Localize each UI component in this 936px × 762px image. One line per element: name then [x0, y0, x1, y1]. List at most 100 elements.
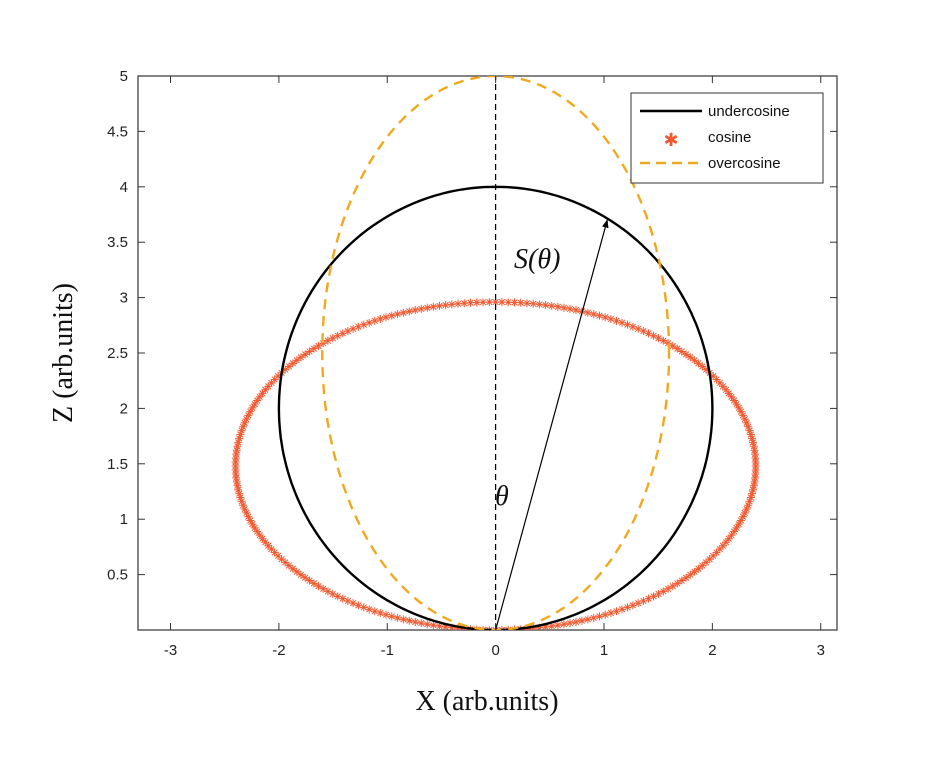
cosine-marker: [234, 485, 243, 494]
cosine-marker: [405, 616, 414, 625]
cosine-marker: [429, 302, 438, 311]
y-tick-label: 3: [120, 290, 128, 307]
cosine-marker: [606, 609, 615, 618]
series-layer: [231, 76, 760, 630]
cosine-marker: [376, 609, 385, 618]
cosine-marker: [349, 599, 358, 608]
cosine-marker: [709, 551, 718, 560]
y-tick-label: 1.5: [107, 456, 128, 473]
cosine-marker: [734, 403, 743, 412]
cosine-marker: [309, 579, 318, 588]
cosine-marker: [343, 327, 352, 336]
x-tick-label: 0: [491, 642, 499, 659]
cosine-marker: [724, 389, 733, 398]
cosine-marker: [466, 298, 475, 307]
cosine-marker: [284, 561, 293, 570]
cosine-marker: [541, 622, 550, 630]
cosine-marker: [740, 415, 749, 424]
cosine-marker: [274, 551, 283, 560]
cosine-marker: [595, 612, 604, 621]
cosine-marker: [623, 603, 632, 612]
cosine-marker: [730, 396, 739, 405]
cosine-marker: [572, 306, 581, 315]
cosine-marker: [668, 341, 677, 350]
legend-entry-overcosine: overcosine: [708, 155, 781, 172]
cosine-marker: [274, 372, 283, 381]
cosine-marker: [284, 362, 293, 371]
cosine-marker: [618, 318, 627, 327]
cosine-marker: [328, 334, 337, 343]
cosine-marker: [232, 477, 241, 486]
cosine-marker: [292, 567, 301, 576]
cosine-marker: [690, 356, 699, 365]
cosine-marker: [333, 331, 342, 340]
cosine-marker: [255, 392, 264, 401]
cosine-marker: [583, 615, 592, 624]
cosine-marker: [535, 623, 544, 630]
y-tick-label: 2: [120, 400, 128, 417]
cosine-marker: [270, 375, 279, 384]
cosine-marker: [264, 382, 273, 391]
cosine-marker: [232, 473, 241, 482]
cosine-marker: [447, 623, 456, 630]
radius-arrow: [495, 219, 609, 631]
cosine-marker: [234, 438, 243, 447]
cosine-marker: [485, 298, 494, 307]
cosine-marker: [705, 555, 714, 564]
legend: undercosine ✱ cosine overcosine: [630, 92, 824, 184]
cosine-marker: [659, 587, 668, 596]
cosine-marker: [435, 622, 444, 630]
cosine-marker: [393, 613, 402, 622]
cosine-marker: [690, 567, 699, 576]
cosine-marker: [744, 501, 753, 510]
legend-entry-undercosine: undercosine: [708, 103, 790, 120]
cosine-marker: [441, 622, 450, 630]
cosine-marker: [253, 527, 262, 536]
cosine-marker: [233, 481, 242, 490]
cosine-marker: [328, 589, 337, 598]
cosine-marker: [541, 301, 550, 310]
cosine-marker: [738, 512, 747, 521]
cosine-marker: [323, 336, 332, 345]
cosine-marker: [370, 316, 379, 325]
cosine-marker: [261, 538, 270, 547]
cosine-marker: [748, 485, 757, 494]
cosine-marker: [702, 558, 711, 567]
cosine-marker: [673, 344, 682, 353]
cosine-marker: [746, 430, 755, 439]
cosine-marker: [267, 545, 276, 554]
cosine-marker: [566, 619, 574, 628]
cosine-marker: [454, 299, 463, 308]
cosine-marker: [742, 418, 751, 427]
cosine-marker: [746, 493, 755, 502]
cosine-marker: [240, 418, 249, 427]
cosine-marker: [359, 320, 368, 329]
cosine-marker: [382, 313, 391, 322]
cosine-marker: [242, 415, 251, 424]
cosine-marker: [237, 426, 246, 435]
cosine-marker: [748, 489, 757, 498]
cosine-marker: [644, 329, 653, 338]
cosine-marker: [748, 434, 757, 443]
cosine-marker: [559, 303, 568, 312]
cosine-marker: [423, 620, 432, 629]
legend-box: [630, 92, 824, 184]
cosine-marker: [736, 407, 745, 416]
cosine-marker: [349, 324, 358, 333]
x-tick-label: 1: [600, 642, 608, 659]
y-tick-label: 2.5: [107, 345, 128, 362]
cosine-marker: [749, 481, 758, 490]
cosine-marker: [314, 341, 323, 350]
cosine-marker: [612, 607, 621, 616]
cosine-marker: [242, 508, 251, 517]
x-tick-label: -1: [381, 642, 394, 659]
cosine-marker: [721, 538, 730, 547]
x-tick-label: -2: [272, 642, 285, 659]
cosine-marker: [277, 555, 286, 564]
cosine-marker: [712, 548, 721, 557]
cosine-marker: [258, 389, 267, 398]
cosine-marker: [644, 594, 653, 603]
cosine-marker: [236, 493, 245, 502]
cosine-marker: [547, 622, 556, 630]
cosine-marker: [288, 564, 297, 573]
